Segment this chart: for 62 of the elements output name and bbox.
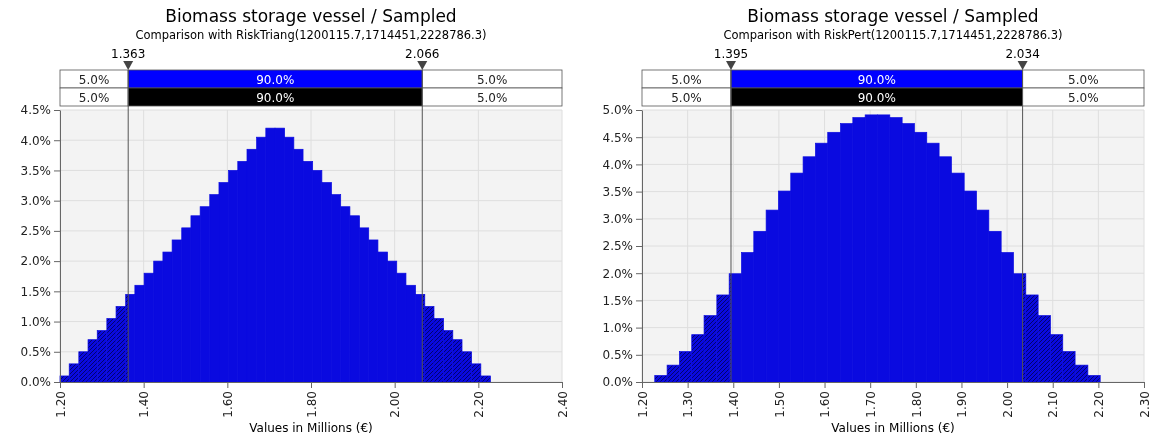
x-tick-label: 1.40 — [726, 391, 741, 418]
y-tick-label: 4.0% — [20, 133, 51, 148]
text: 5.0% — [671, 90, 702, 105]
ref-line-label: 1.395 — [713, 47, 749, 61]
x-tick-label: 1.50 — [772, 391, 787, 418]
x-tick-label: 1.80 — [909, 391, 924, 418]
y-tick-label: 1.5% — [20, 284, 51, 299]
text: 5.0% — [476, 90, 508, 105]
text: 5.0% — [1068, 90, 1099, 105]
x-tick-label: 1.40 — [137, 391, 152, 418]
y-tick-label: 4.5% — [20, 103, 51, 118]
y-tick-label: 3.5% — [602, 184, 633, 199]
chart-title: Biomass storage vessel / Sampled — [747, 6, 1039, 26]
ref-line-label: 2.034 — [1005, 47, 1040, 61]
text: 5.0% — [671, 72, 702, 87]
ref-line-label: 1.363 — [111, 47, 146, 61]
y-tick-label: 2.5% — [20, 224, 51, 239]
text: 5.0% — [1068, 72, 1099, 87]
x-tick-label: 1.70 — [863, 391, 878, 418]
y-tick-label: 3.0% — [602, 212, 633, 227]
y-tick-label: 4.5% — [602, 130, 633, 145]
y-tick-label: 2.5% — [602, 239, 633, 254]
text: 90.0% — [857, 72, 896, 87]
y-tick-label: 4.0% — [602, 157, 633, 172]
text: 5.0% — [476, 72, 508, 87]
x-tick-label: 2.10 — [1046, 391, 1061, 418]
x-tick-label: 1.80 — [304, 391, 319, 418]
y-tick-label: 0.5% — [20, 345, 51, 360]
y-tick-label: 2.0% — [20, 254, 51, 269]
y-tick-label: 2.0% — [602, 266, 633, 281]
x-tick-label: 2.40 — [555, 391, 570, 418]
y-tick-label: 3.0% — [20, 194, 51, 209]
x-tick-label: 2.20 — [1092, 391, 1107, 418]
x-tick-label: 1.20 — [53, 391, 68, 418]
y-tick-label: 0.0% — [20, 375, 51, 390]
x-tick-label: 1.20 — [635, 391, 650, 418]
x-tick-label: 2.00 — [388, 391, 403, 418]
x-tick-label: 1.60 — [818, 391, 833, 418]
y-tick-label: 0.5% — [602, 348, 633, 363]
x-tick-label: 1.60 — [221, 391, 236, 418]
text: 5.0% — [78, 72, 110, 87]
text: 90.0% — [256, 72, 295, 87]
chart-subtitle: Comparison with RiskTriang(1200115.7,1714451,2228786.3) — [135, 28, 487, 42]
x-axis-title: Values in Millions (€) — [831, 421, 955, 435]
x-axis-title: Values in Millions (€) — [249, 421, 373, 435]
y-tick-label: 3.5% — [20, 163, 51, 178]
y-tick-label: 5.0% — [602, 103, 633, 118]
x-tick-label: 1.90 — [955, 391, 970, 418]
text: 5.0% — [78, 90, 110, 105]
text: 90.0% — [256, 90, 295, 105]
x-tick-label: 2.30 — [1137, 391, 1152, 418]
x-tick-label: 2.00 — [1000, 391, 1015, 418]
y-tick-label: 0.0% — [602, 375, 633, 390]
y-tick-label: 1.0% — [20, 314, 51, 329]
ref-line-label: 2.066 — [405, 47, 440, 61]
x-tick-label: 1.30 — [681, 391, 696, 418]
y-tick-label: 1.0% — [602, 320, 633, 335]
text: 90.0% — [857, 90, 896, 105]
y-tick-label: 1.5% — [602, 293, 633, 308]
chart-title: Biomass storage vessel / Sampled — [165, 6, 457, 26]
chart-subtitle: Comparison with RiskPert(1200115.7,1714451,2228786.3) — [723, 28, 1063, 42]
x-tick-label: 2.20 — [472, 391, 487, 418]
